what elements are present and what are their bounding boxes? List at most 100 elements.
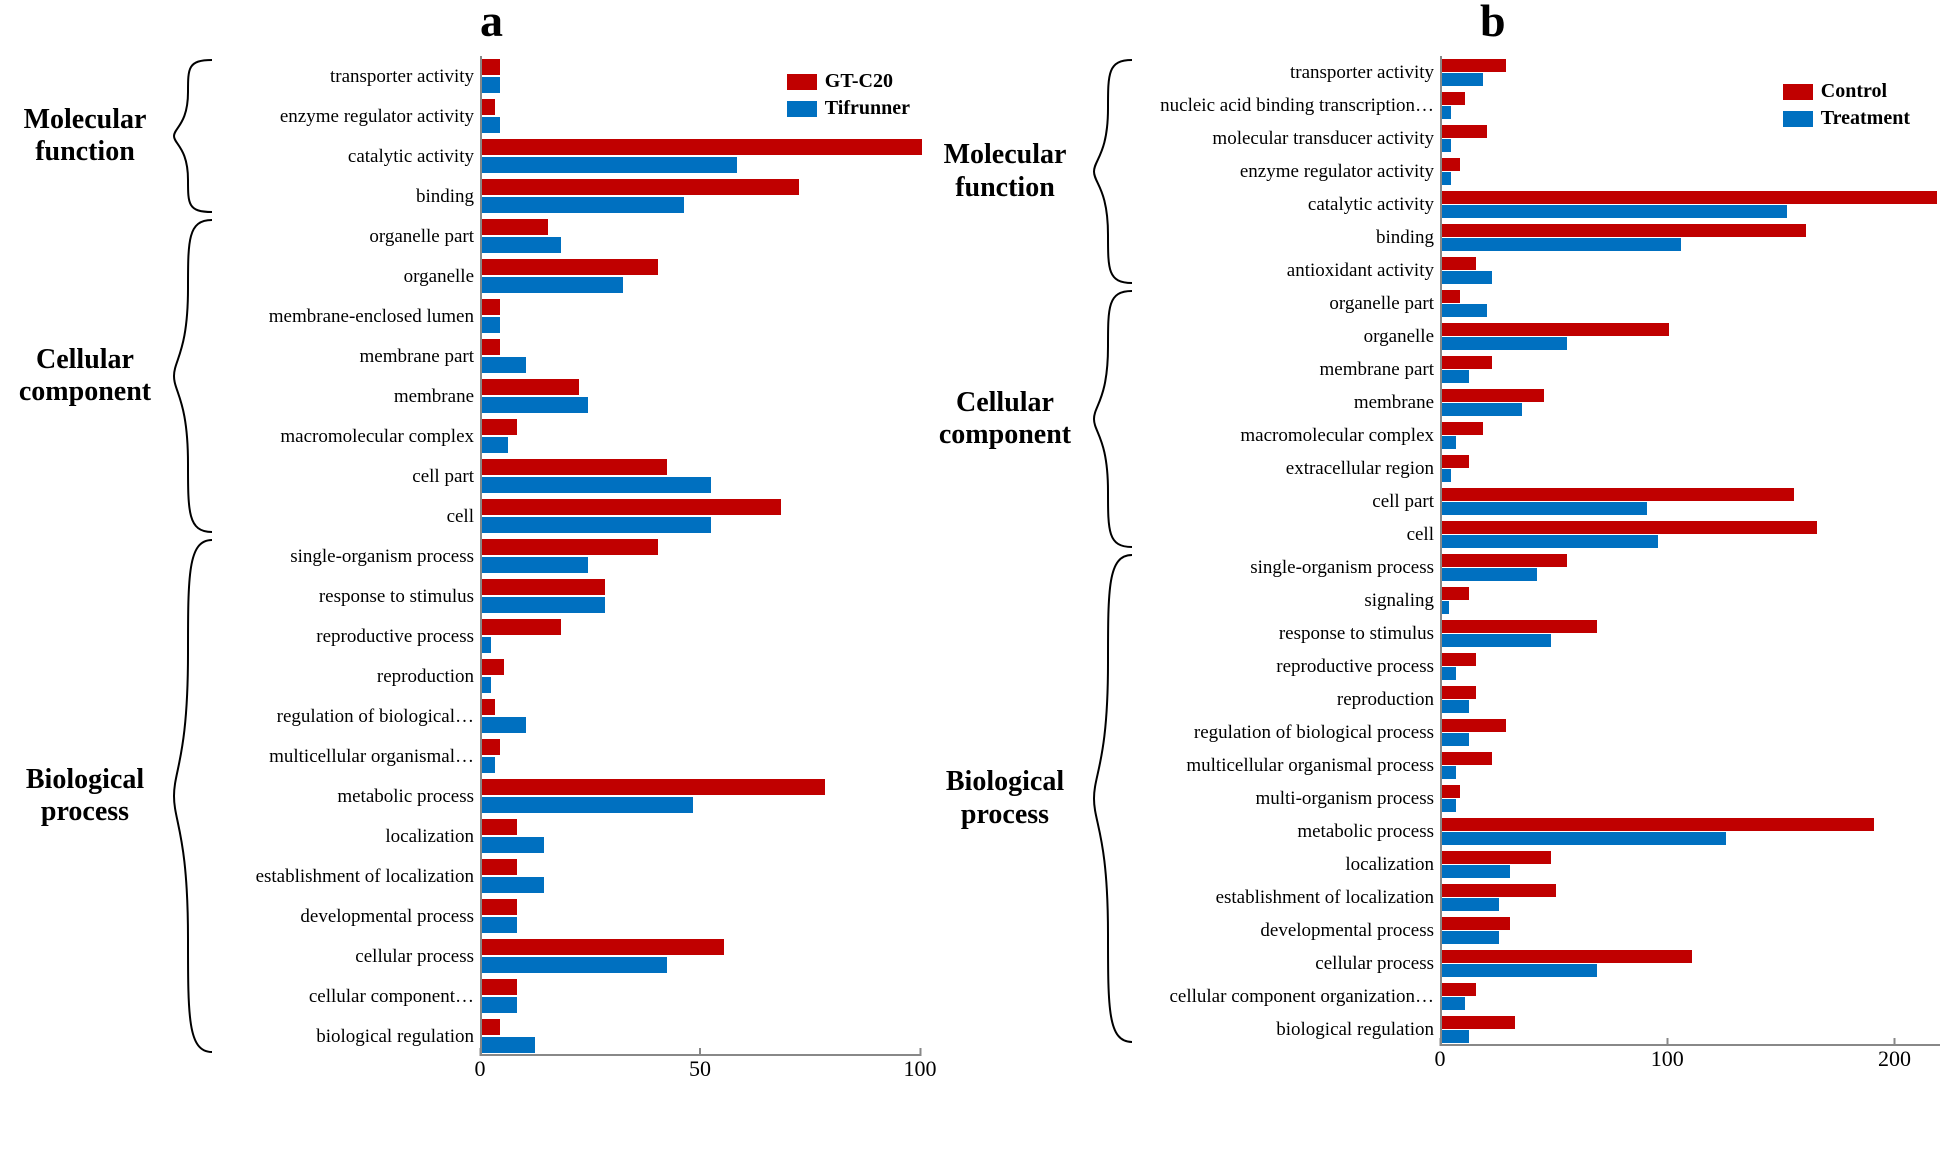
tick-mark bbox=[699, 1048, 701, 1056]
bar-series1 bbox=[1442, 356, 1492, 369]
row-label: localization bbox=[385, 827, 474, 846]
row-label: metabolic process bbox=[1297, 822, 1434, 841]
bar-series1 bbox=[1442, 224, 1806, 237]
bar-series1 bbox=[1442, 1016, 1515, 1029]
bar-series1 bbox=[1442, 719, 1506, 732]
bar-series2 bbox=[482, 1037, 535, 1053]
x-tick: 200 bbox=[1878, 1046, 1911, 1072]
row-bars bbox=[482, 456, 920, 496]
row-label: transporter activity bbox=[1290, 63, 1434, 82]
row-label: multicellular organismal… bbox=[269, 747, 474, 766]
chart-row: developmental process bbox=[482, 896, 920, 936]
row-label: response to stimulus bbox=[319, 587, 474, 606]
row-label: transporter activity bbox=[330, 67, 474, 86]
row-label: membrane-enclosed lumen bbox=[269, 307, 474, 326]
row-bars bbox=[482, 936, 920, 976]
chart-row: cellular process bbox=[482, 936, 920, 976]
row-label: membrane part bbox=[1320, 360, 1434, 379]
row-bars bbox=[482, 736, 920, 776]
row-bars bbox=[1442, 683, 1940, 716]
bar-series2 bbox=[482, 957, 667, 973]
row-label: extracellular region bbox=[1286, 459, 1434, 478]
chart-row: multicellular organismal process bbox=[1442, 749, 1940, 782]
group-1: Cellularcomponent bbox=[920, 287, 1150, 551]
row-label: signaling bbox=[1364, 591, 1434, 610]
row-bars bbox=[1442, 419, 1940, 452]
row-bars bbox=[1442, 485, 1940, 518]
panel-b-plot: ControlTreatment transporter activitynuc… bbox=[1440, 56, 1940, 1046]
row-label: organelle part bbox=[1329, 294, 1434, 313]
row-label: cellular process bbox=[1315, 954, 1434, 973]
group-2: Biologicalprocess bbox=[920, 551, 1150, 1046]
row-bars bbox=[1442, 584, 1940, 617]
bar-series1 bbox=[1442, 752, 1492, 765]
tick-label: 0 bbox=[475, 1056, 486, 1082]
row-label: membrane bbox=[394, 387, 474, 406]
row-label: biological regulation bbox=[316, 1027, 474, 1046]
row-label: molecular transducer activity bbox=[1212, 129, 1434, 148]
row-bars bbox=[482, 696, 920, 736]
bar-series2 bbox=[482, 877, 544, 893]
row-bars bbox=[482, 96, 920, 136]
row-label: cell bbox=[447, 507, 474, 526]
row-bars bbox=[1442, 1013, 1940, 1046]
bar-series2 bbox=[1442, 964, 1597, 977]
bar-series2 bbox=[1442, 997, 1465, 1010]
row-bars bbox=[1442, 716, 1940, 749]
bar-series2 bbox=[1442, 139, 1451, 152]
bar-series2 bbox=[1442, 106, 1451, 119]
bar-series2 bbox=[482, 437, 508, 453]
chart-row: metabolic process bbox=[1442, 815, 1940, 848]
bar-series2 bbox=[1442, 370, 1469, 383]
row-label: binding bbox=[416, 187, 474, 206]
bar-series2 bbox=[482, 117, 500, 133]
bar-series2 bbox=[482, 77, 500, 93]
chart-row: antioxidant activity bbox=[1442, 254, 1940, 287]
bar-series1 bbox=[1442, 785, 1460, 798]
chart-row: response to stimulus bbox=[1442, 617, 1940, 650]
bar-series2 bbox=[1442, 832, 1726, 845]
row-label: reproduction bbox=[1337, 690, 1434, 709]
row-bars bbox=[1442, 56, 1940, 89]
chart-row: regulation of biological… bbox=[482, 696, 920, 736]
bar-series2 bbox=[482, 317, 500, 333]
bar-series2 bbox=[482, 637, 491, 653]
brace-icon bbox=[1090, 287, 1140, 551]
bar-series1 bbox=[482, 139, 922, 155]
chart-row: macromolecular complex bbox=[482, 416, 920, 456]
bar-series1 bbox=[482, 419, 517, 435]
bar-series1 bbox=[1442, 191, 1937, 204]
bar-series2 bbox=[482, 557, 588, 573]
chart-row: localization bbox=[1442, 848, 1940, 881]
tick-label: 50 bbox=[689, 1056, 711, 1082]
row-label: biological regulation bbox=[1276, 1020, 1434, 1039]
bar-series2 bbox=[1442, 271, 1492, 284]
row-bars bbox=[1442, 155, 1940, 188]
bar-series1 bbox=[482, 99, 495, 115]
chart-row: establishment of localization bbox=[1442, 881, 1940, 914]
row-bars bbox=[1442, 320, 1940, 353]
chart-row: membrane bbox=[1442, 386, 1940, 419]
row-bars bbox=[482, 176, 920, 216]
row-label: cell bbox=[1407, 525, 1434, 544]
chart-row: metabolic process bbox=[482, 776, 920, 816]
chart-row: organelle part bbox=[482, 216, 920, 256]
row-bars bbox=[482, 336, 920, 376]
row-label: establishment of localization bbox=[256, 867, 474, 886]
chart-row: multi-organism process bbox=[1442, 782, 1940, 815]
bar-series1 bbox=[482, 819, 517, 835]
row-bars bbox=[482, 776, 920, 816]
panel-b-axis: 0100200 bbox=[1440, 1046, 1940, 1086]
row-label: cellular component… bbox=[309, 987, 474, 1006]
bar-series1 bbox=[1442, 290, 1460, 303]
group-1: Cellularcomponent bbox=[0, 216, 230, 536]
panel-a-axis: 050100 bbox=[480, 1056, 920, 1096]
brace-icon bbox=[170, 216, 220, 536]
row-label: macromolecular complex bbox=[1240, 426, 1434, 445]
chart-row: reproductive process bbox=[1442, 650, 1940, 683]
chart-row: multicellular organismal… bbox=[482, 736, 920, 776]
bar-series1 bbox=[1442, 389, 1544, 402]
bar-series1 bbox=[482, 219, 548, 235]
row-label: metabolic process bbox=[337, 787, 474, 806]
row-bars bbox=[1442, 914, 1940, 947]
